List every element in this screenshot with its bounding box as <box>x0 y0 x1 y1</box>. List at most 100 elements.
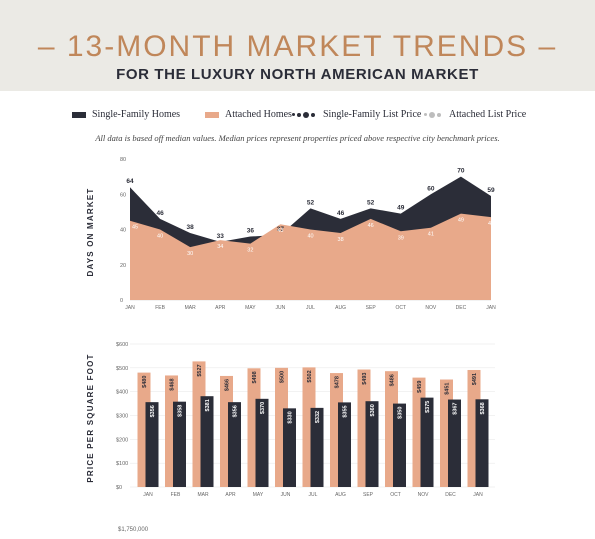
legend-label-attached: Attached Homes <box>225 109 292 120</box>
legend-label-single-family: Single-Family Homes <box>92 109 181 120</box>
sf-list-price-marker-icon <box>292 111 317 118</box>
single-family-bar <box>420 397 434 487</box>
dom-x-tick-label: JAN <box>125 305 135 311</box>
attached-data-label: 45 <box>132 225 138 231</box>
single-family-data-label: 70 <box>457 168 465 175</box>
single-family-bar <box>173 401 186 487</box>
ppsf-x-tick-label: OCT <box>390 492 401 498</box>
attached-bar-label: $493 <box>362 373 368 385</box>
data-note: All data is based off median values. Med… <box>95 133 500 143</box>
att-list-price-marker-icon <box>424 111 443 118</box>
attached-data-label: 49 <box>458 218 464 224</box>
dom-x-tick-label: MAY <box>245 305 256 311</box>
price-per-sqft-chart: $0 $100 $200 $300 $400 $500 $600 $480 $356 JAN $4… <box>86 342 495 498</box>
single-family-bar-label: $381 <box>205 399 211 411</box>
single-family-data-label: 33 <box>217 233 225 240</box>
attached-data-label: 46 <box>368 223 374 229</box>
attached-bar-label: $502 <box>307 370 313 382</box>
single-family-swatch <box>72 111 86 118</box>
ppsf-x-tick-label: JUN <box>281 492 291 498</box>
ppsf-x-tick-label: DEC <box>445 492 456 498</box>
single-family-data-label: 38 <box>187 224 195 231</box>
legend-item-sf-list-price: Single-Family List Price <box>292 109 421 120</box>
attached-bar-label: $498 <box>252 371 258 383</box>
attached-data-label: 32 <box>247 248 253 254</box>
next-chart-axis-value: $1,750,000 <box>118 527 149 533</box>
ppsf-y-tick-label: $200 <box>116 437 128 443</box>
days-on-market-axis-label: DAYS ON MARKET <box>86 188 95 277</box>
ppsf-x-tick-label: NOV <box>418 492 430 498</box>
single-family-data-label: 46 <box>337 210 345 217</box>
attached-data-label: 43 <box>277 228 283 234</box>
ppsf-x-tick-label: SEP <box>363 492 374 498</box>
single-family-bar <box>255 398 269 487</box>
dom-y-tick-label: 20 <box>120 263 126 269</box>
single-family-bar <box>283 408 296 487</box>
dom-x-tick-label: APR <box>215 305 226 311</box>
page-title: – 13-MONTH MARKET TRENDS – <box>37 30 558 63</box>
ppsf-x-tick-label: FEB <box>171 492 181 498</box>
single-family-data-label: 36 <box>247 228 255 235</box>
dom-x-tick-label: JUN <box>276 305 286 311</box>
single-family-data-label: 59 <box>487 187 495 194</box>
single-family-bar-label: $350 <box>398 407 404 419</box>
legend: Single-Family Homes Attached Homes Singl… <box>72 109 532 123</box>
single-family-bar-label: $358 <box>178 405 184 417</box>
attached-bar-label: $480 <box>142 376 148 388</box>
ppsf-y-tick-label: $300 <box>116 414 128 420</box>
legend-item-single-family: Single-Family Homes <box>72 109 180 120</box>
attached-swatch <box>205 111 219 118</box>
dom-x-tick-label: OCT <box>395 305 406 311</box>
dom-x-tick-label: MAR <box>185 305 197 311</box>
legend-item-att-list-price: Attached List Price <box>424 109 526 120</box>
single-family-bar <box>475 399 489 487</box>
single-family-bar <box>448 399 461 487</box>
attached-data-label: 47 <box>488 221 494 227</box>
attached-bar-label: $478 <box>335 376 341 388</box>
attached-data-label: 41 <box>428 232 434 238</box>
single-family-data-label: 49 <box>397 205 405 212</box>
ppsf-y-tick-label: $100 <box>116 461 128 467</box>
dom-y-tick-label: 60 <box>120 192 126 198</box>
single-family-bar <box>393 403 406 487</box>
ppsf-x-tick-label: JUL <box>309 492 318 498</box>
attached-data-label: 39 <box>398 235 404 241</box>
dom-x-tick-label: DEC <box>456 305 467 311</box>
price-per-sqft-axis-label: PRICE PER SQUARE FOOT <box>86 353 95 482</box>
days-on-market-chart: 0 20 40 60 80 JAN FEB MAR APR MAY JUN JUL AUG SEP OCT… <box>86 157 496 311</box>
single-family-data-label: 37 <box>277 226 285 233</box>
single-family-bar-label: $330 <box>288 411 294 423</box>
ppsf-x-tick-label: JAN <box>143 492 153 498</box>
ppsf-y-tick-label: $600 <box>116 342 128 348</box>
attached-data-label: 40 <box>157 234 163 240</box>
ppsf-x-tick-label: APR <box>225 492 236 498</box>
dom-x-tick-label: JAN <box>486 305 496 311</box>
ppsf-x-tick-label: JAN <box>473 492 483 498</box>
single-family-data-label: 60 <box>427 185 435 192</box>
attached-data-label: 30 <box>187 251 193 257</box>
single-family-bar-label: $370 <box>260 402 266 414</box>
ppsf-y-tick-label: $500 <box>116 366 128 372</box>
ppsf-y-tick-label: $0 <box>116 485 122 491</box>
dom-x-tick-label: NOV <box>425 305 437 311</box>
attached-bar-label: $451 <box>445 383 451 395</box>
single-family-bar-label: $375 <box>425 401 431 413</box>
dom-x-tick-label: SEP <box>366 305 377 311</box>
attached-area <box>130 213 491 300</box>
attached-bar-label: $466 <box>225 379 231 391</box>
dom-y-tick-label: 40 <box>120 228 126 234</box>
single-family-bar-label: $356 <box>233 405 239 417</box>
single-family-bar <box>228 402 241 487</box>
attached-data-label: 38 <box>338 237 344 243</box>
dom-y-tick-label: 80 <box>120 157 126 163</box>
attached-data-label: 40 <box>307 234 313 240</box>
attached-bar-label: $500 <box>280 371 286 383</box>
attached-bar-label: $527 <box>197 364 203 376</box>
attached-bar-label: $491 <box>472 373 478 385</box>
attached-bar-label: $486 <box>390 374 396 386</box>
legend-label-sf-list-price: Single-Family List Price <box>323 109 422 120</box>
single-family-bar-label: $367 <box>453 403 459 415</box>
page-subtitle: FOR THE LUXURY NORTH AMERICAN MARKET <box>116 66 479 83</box>
ppsf-x-tick-label: AUG <box>335 492 346 498</box>
single-family-bar <box>145 402 159 487</box>
